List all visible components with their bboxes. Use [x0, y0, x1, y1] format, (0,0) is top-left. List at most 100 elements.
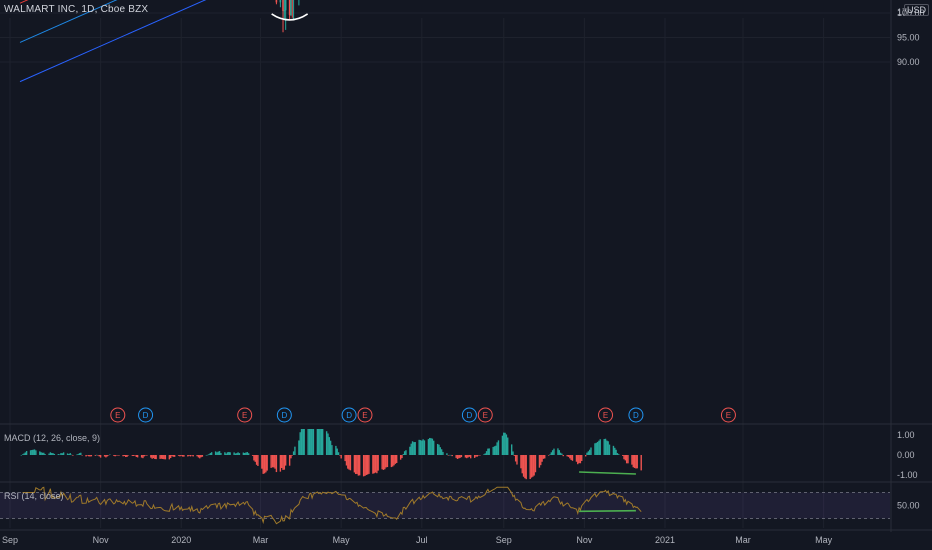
macd-histogram-bar [62, 452, 65, 455]
macd-histogram-bar [179, 455, 181, 457]
symbol-title[interactable]: WALMART INC, 1D, Cboe BZX [4, 4, 149, 15]
dividend-marker-icon[interactable]: D [138, 407, 154, 423]
macd-histogram-bar [347, 455, 349, 469]
macd-histogram-bar [88, 455, 90, 457]
macd-histogram-bar [402, 454, 404, 455]
macd-histogram-bar [68, 454, 70, 455]
earnings-marker-icon[interactable]: E [357, 407, 373, 423]
earnings-marker-icon[interactable]: E [598, 407, 614, 423]
macd-histogram-bar [487, 448, 489, 455]
time-tick-label: Nov [93, 535, 110, 545]
macd-histogram-bar [39, 451, 41, 455]
dividend-marker-icon[interactable]: D [628, 407, 644, 423]
dividend-marker-icon[interactable]: D [461, 407, 477, 423]
earnings-marker-icon[interactable]: E [237, 407, 253, 423]
macd-histogram-bar [542, 455, 545, 459]
macd-histogram-bar [183, 455, 185, 457]
macd-tick-label: -1.00 [897, 470, 918, 480]
macd-histogram-bar [349, 455, 352, 471]
macd-histogram-bar [181, 455, 184, 457]
macd-histogram-bar [21, 454, 24, 455]
macd-histogram-bar [187, 455, 189, 457]
macd-histogram-bar [191, 455, 193, 456]
macd-histogram-bar [344, 455, 346, 462]
event-letter: E [603, 411, 608, 420]
price-tick-label: 90.00 [897, 57, 920, 67]
macd-histogram-bar [403, 451, 406, 455]
macd-histogram-bar [279, 455, 282, 472]
event-letter: E [726, 411, 731, 420]
macd-histogram-bar [159, 455, 161, 459]
currency-badge[interactable]: USD [903, 4, 929, 16]
time-tick-label: Mar [253, 535, 269, 545]
macd-histogram-bar [303, 429, 305, 455]
macd-histogram-bar [432, 440, 435, 455]
macd-histogram-bar [312, 429, 315, 455]
macd-histogram-bar [123, 455, 126, 457]
macd-histogram-bar [154, 455, 156, 459]
macd-histogram-bar [468, 455, 471, 457]
macd-histogram-bar [409, 446, 411, 455]
macd-histogram-bar [52, 453, 54, 455]
macd-histogram-bar [529, 455, 531, 480]
macd-histogram-bar [423, 440, 426, 455]
macd-histogram-bar [440, 449, 443, 455]
macd-histogram-bar [209, 453, 212, 455]
event-circle [477, 407, 493, 423]
macd-histogram-bar [142, 455, 144, 459]
macd-histogram-bar [595, 442, 597, 455]
macd-histogram-bar [105, 455, 107, 458]
earnings-marker-icon[interactable]: E [477, 407, 493, 423]
macd-histogram-bar [429, 437, 431, 455]
event-circle [276, 407, 292, 423]
macd-histogram-bar [612, 445, 615, 455]
macd-histogram-bar [624, 455, 627, 461]
macd-histogram-bar [144, 455, 147, 456]
macd-histogram-bar [113, 455, 115, 456]
macd-histogram-bar [615, 449, 617, 455]
macd-histogram-bar [627, 455, 629, 464]
macd-histogram-bar [466, 455, 468, 459]
macd-histogram-bar [484, 453, 486, 455]
macd-histogram-bar [217, 451, 219, 455]
macd-histogram-bar [262, 455, 264, 474]
macd-histogram-bar [640, 455, 642, 471]
macd-histogram-bar [473, 455, 476, 458]
macd-histogram-bar [514, 455, 517, 462]
macd-histogram-bar [476, 455, 479, 457]
macd-histogram-bar [504, 432, 506, 455]
macd-histogram-bar [90, 455, 93, 457]
time-tick-label: Nov [576, 535, 593, 545]
macd-histogram-bar [458, 455, 460, 459]
macd-histogram-bar [475, 455, 477, 457]
candlestick-series [275, 0, 300, 33]
earnings-marker-icon[interactable]: E [110, 407, 126, 423]
macd-histogram-bar [98, 455, 101, 457]
dividend-marker-icon[interactable]: D [341, 407, 357, 423]
macd-histogram-bar [603, 439, 605, 455]
candle-body [290, 0, 292, 16]
macd-tick-label: 0.00 [897, 450, 915, 460]
macd-histogram-bar [422, 439, 424, 455]
macd-histogram-bar [405, 450, 407, 455]
macd-histogram-bar [302, 429, 304, 455]
macd-histogram-bar [150, 455, 152, 458]
dividend-marker-icon[interactable]: D [276, 407, 292, 423]
macd-histogram-bar [362, 455, 365, 477]
macd-histogram-bar [140, 455, 143, 458]
macd-histogram-bar [431, 438, 434, 455]
earnings-marker-icon[interactable]: E [720, 407, 736, 423]
macd-histogram-bar [392, 455, 394, 467]
macd-histogram-bar [623, 455, 625, 460]
macd-histogram-bar [70, 454, 73, 456]
macd-histogram-bar [586, 452, 588, 455]
macd-histogram-bar [578, 455, 580, 464]
macd-histogram-bar [339, 455, 341, 456]
macd-histogram-bar [318, 429, 320, 455]
macd-histogram-bar [89, 455, 91, 457]
macd-histogram-bar [550, 452, 553, 455]
macd-histogram-bar [237, 452, 239, 455]
macd-histogram-bar [242, 452, 245, 455]
